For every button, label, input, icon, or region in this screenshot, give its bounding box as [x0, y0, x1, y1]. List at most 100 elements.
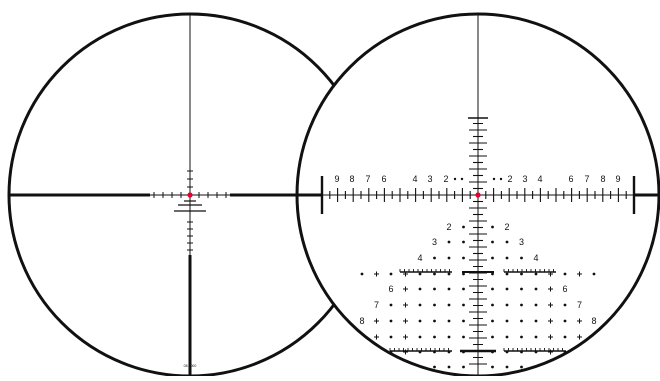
right-grid-dot: [505, 303, 509, 307]
right-h-label: 8: [349, 174, 354, 184]
right-grid-dot: [462, 365, 465, 369]
right-grid-dot: [360, 272, 364, 276]
right-grid-dot: [389, 319, 393, 323]
right-grid-dot: [418, 303, 422, 307]
right-grid-dot: [433, 319, 436, 323]
right-h-label: 9: [615, 174, 620, 184]
right-h-label: 6: [381, 174, 386, 184]
right-grid-dot: [563, 303, 567, 307]
right-grid-dot: [491, 303, 494, 307]
right-row-label: 3: [432, 237, 437, 247]
right-tick-group: [321, 117, 635, 365]
right-grid-dot: [563, 335, 567, 339]
right-row-label: 2: [446, 222, 451, 232]
right-grid-dot: [389, 335, 393, 339]
right-grid-dot: [433, 335, 436, 339]
right-grid-dot: [534, 272, 538, 276]
right-grid-dot: [433, 365, 436, 369]
right-grid-dot: [534, 335, 538, 339]
right-row-label: 4: [417, 253, 422, 263]
right-grid-dot: [433, 287, 436, 291]
right-grid-dot: [462, 225, 465, 229]
right-grid-dot: [447, 287, 451, 291]
right-grid-dot: [462, 287, 465, 291]
right-h-dot: [460, 177, 464, 181]
right-grid-dot: [520, 319, 523, 323]
right-grid-dot: [418, 272, 422, 276]
right-grid-dot: [534, 303, 538, 307]
right-h-label: 2: [507, 174, 512, 184]
right-grid-dot: [462, 272, 465, 276]
right-row-label: 6: [388, 284, 393, 294]
right-row-label: 6: [562, 284, 567, 294]
right-grid-dot: [520, 272, 523, 276]
right-grid-dot: [491, 335, 494, 339]
right-grid-dot: [360, 365, 364, 369]
right-grid-dot: [418, 287, 422, 291]
right-grid-dot: [520, 256, 523, 260]
right-grid-dot: [491, 365, 494, 369]
left-tick-group: [153, 170, 227, 251]
right-grid-dot: [520, 303, 523, 307]
left-fine-print: 08.7000: [184, 364, 197, 368]
right-grid-dot: [563, 365, 567, 369]
right-h-dot: [453, 177, 457, 181]
right-grid-dot: [447, 240, 451, 244]
right-center-dot: [475, 192, 481, 198]
right-h-label: 3: [427, 174, 432, 184]
right-grid-dot: [563, 319, 567, 323]
right-row-label: 3: [519, 237, 524, 247]
right-grid-dot: [447, 365, 451, 369]
right-grid-dot: [418, 319, 422, 323]
right-grid-dot: [491, 319, 494, 323]
right-row-label: 8: [591, 316, 596, 326]
right-h-label: 4: [537, 174, 542, 184]
right-h-label: 2: [443, 174, 448, 184]
right-holdover-grid: 2 23 34 46 67 78 8: [359, 222, 597, 370]
right-grid-dot: [491, 225, 494, 229]
right-grid-dot: [520, 365, 523, 369]
right-grid-dot: [505, 256, 509, 260]
right-grid-dot: [592, 365, 596, 369]
left-center-dot: [187, 192, 193, 198]
right-grid-dot: [389, 272, 393, 276]
right-grid-dot: [433, 303, 436, 307]
right-h-label: 7: [365, 174, 370, 184]
right-grid-dot: [447, 256, 451, 260]
right-grid-dot: [389, 365, 393, 369]
right-row-label: 4: [533, 253, 538, 263]
right-grid-dot: [462, 256, 465, 260]
right-grid-dot: [491, 272, 494, 276]
right-grid-dot: [491, 256, 494, 260]
right-grid-dot: [520, 335, 523, 339]
right-grid-dot: [433, 256, 436, 260]
right-grid-dot: [462, 335, 465, 339]
right-grid-dot: [592, 350, 596, 354]
right-grid-dot: [505, 365, 509, 369]
right-grid-dot: [462, 319, 465, 323]
right-grid-dot: [447, 319, 451, 323]
right-grid-dot: [534, 319, 538, 323]
right-grid-dot: [447, 272, 451, 276]
right-row-label: 7: [577, 300, 582, 310]
right-grid-dot: [389, 303, 393, 307]
right-grid-dot: [447, 335, 451, 339]
right-h-dot: [492, 177, 496, 181]
right-grid-dot: [360, 350, 364, 354]
right-grid-dot: [592, 272, 596, 276]
right-h-label: 8: [600, 174, 605, 184]
right-grid-dot: [491, 287, 494, 291]
right-grid-dot: [447, 303, 451, 307]
right-grid-dot: [462, 303, 465, 307]
right-grid-dot: [491, 240, 494, 244]
right-h-label: 3: [522, 174, 527, 184]
right-grid-dot: [418, 335, 422, 339]
right-grid-dot: [462, 240, 465, 244]
right-grid-dot: [505, 272, 509, 276]
right-grid-dot: [534, 287, 538, 291]
right-h-label: 9: [334, 174, 339, 184]
